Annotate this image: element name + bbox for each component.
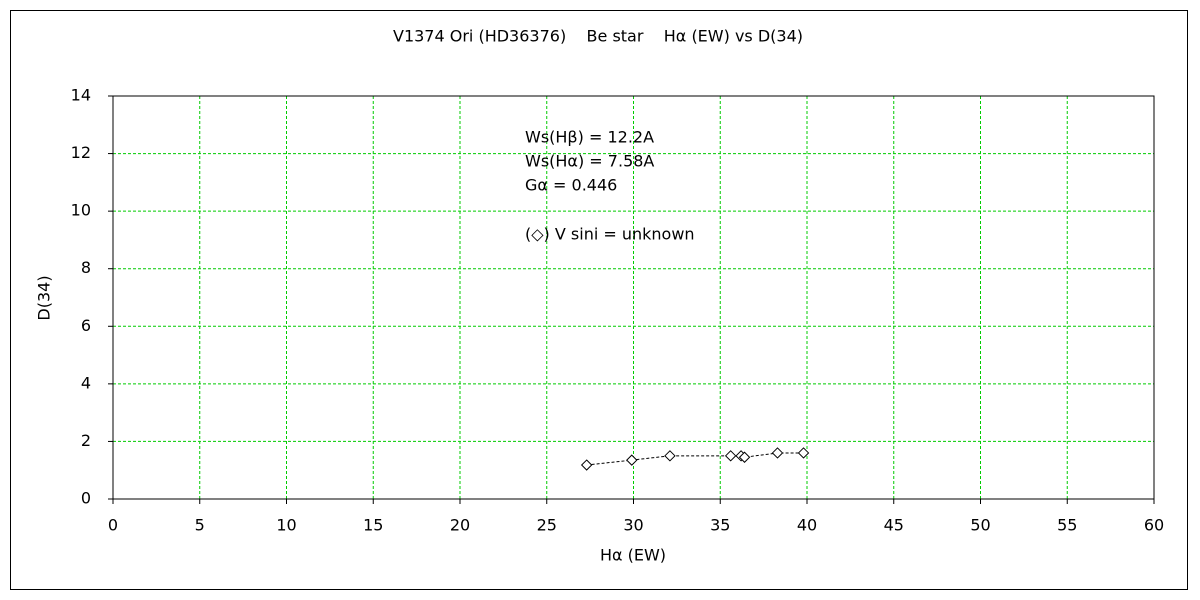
x-tick-label: 25 [537, 516, 557, 535]
data-line [586, 452, 804, 466]
x-tick-label: 55 [1057, 516, 1077, 535]
y-tick-label: 6 [81, 316, 91, 335]
y-tick-label: 0 [81, 489, 91, 508]
data-point [626, 454, 638, 466]
x-tick-label: 0 [108, 516, 118, 535]
y-tick-label: 10 [71, 201, 91, 220]
data-point [738, 451, 751, 463]
x-tick-label: 5 [195, 516, 205, 535]
x-tick-label: 40 [797, 516, 817, 535]
data-point [724, 450, 737, 462]
x-tick-label: 50 [970, 516, 990, 535]
y-tick-label: 8 [81, 258, 91, 277]
data-point [580, 459, 593, 471]
x-tick-label: 60 [1144, 516, 1164, 535]
y-tick-label: 14 [71, 86, 91, 105]
y-tick-label: 2 [81, 431, 91, 450]
data-point [664, 450, 676, 462]
x-tick-label: 45 [884, 516, 904, 535]
x-tick-label: 15 [363, 516, 383, 535]
chart-frame [10, 10, 1188, 590]
annotation: Ws(Hα) = 7.58A [525, 152, 654, 171]
plot-area [112, 95, 1155, 500]
annotation: Ws(Hβ) = 12.2A [525, 128, 654, 147]
y-tick-label: 12 [71, 143, 91, 162]
y-tick-label: 4 [81, 373, 91, 392]
chart-title: V1374 Ori (HD36376) Be star Hα (EW) vs D… [393, 27, 803, 46]
x-axis-label: Hα (EW) [600, 546, 666, 565]
annotation: Gα = 0.446 [525, 176, 617, 195]
annotation: (◇) V sini = unknown [525, 225, 695, 244]
x-tick-label: 10 [276, 516, 296, 535]
x-tick-label: 20 [450, 516, 470, 535]
data-point [771, 447, 784, 459]
x-tick-label: 30 [623, 516, 643, 535]
data-point [797, 447, 810, 459]
y-axis-label: D(34) [35, 275, 54, 320]
x-tick-label: 35 [710, 516, 730, 535]
